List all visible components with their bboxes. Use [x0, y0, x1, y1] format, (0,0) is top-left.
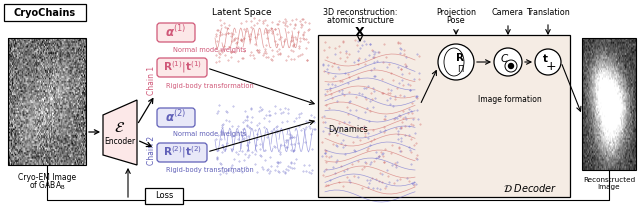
Circle shape	[509, 64, 513, 69]
Text: Dynamics: Dynamics	[328, 126, 368, 134]
Text: 3D reconstruction:: 3D reconstruction:	[323, 8, 397, 17]
Text: $\mathcal{D}$ Decoder: $\mathcal{D}$ Decoder	[503, 182, 557, 194]
Text: $+$: $+$	[545, 61, 557, 73]
Text: Chain 1: Chain 1	[147, 65, 157, 95]
Text: $\mathcal{E}$: $\mathcal{E}$	[115, 120, 125, 135]
Bar	[318, 35, 570, 197]
Text: CryoChains: CryoChains	[14, 8, 76, 18]
Text: Latent Space: Latent Space	[212, 8, 272, 17]
Text: Encoder: Encoder	[104, 137, 136, 146]
Text: Chain 2: Chain 2	[147, 135, 157, 165]
Text: $\mathbf{t}$: $\mathbf{t}$	[541, 52, 548, 64]
Text: Camera: Camera	[492, 8, 524, 17]
Text: Image formation: Image formation	[478, 95, 542, 104]
Text: $\boldsymbol{\alpha}^{(1)}$: $\boldsymbol{\alpha}^{(1)}$	[165, 24, 187, 41]
Bar	[8, 38, 86, 165]
Circle shape	[535, 49, 561, 75]
Text: $\mathbf{R}^{(2)}|\mathbf{t}^{(2)}$: $\mathbf{R}^{(2)}|\mathbf{t}^{(2)}$	[163, 145, 202, 160]
Text: $\mathbf{X}$: $\mathbf{X}$	[355, 26, 365, 39]
Text: Projection: Projection	[436, 8, 476, 17]
Bar	[145, 188, 183, 204]
Text: Rigid-body transformation: Rigid-body transformation	[166, 167, 254, 173]
Text: Normal mode weights: Normal mode weights	[173, 131, 246, 137]
Text: Rigid-body transformation: Rigid-body transformation	[166, 83, 254, 89]
FancyBboxPatch shape	[157, 143, 207, 162]
FancyBboxPatch shape	[157, 23, 195, 42]
Text: Reconstructed: Reconstructed	[583, 177, 635, 183]
Text: Translation: Translation	[526, 8, 570, 17]
FancyBboxPatch shape	[157, 58, 207, 77]
Polygon shape	[103, 100, 137, 165]
Text: $C$: $C$	[500, 52, 509, 64]
Text: Normal mode weights: Normal mode weights	[173, 47, 246, 53]
FancyBboxPatch shape	[157, 108, 195, 127]
Text: $\Pi$: $\Pi$	[457, 62, 465, 73]
Text: $\boldsymbol{\alpha}^{(2)}$: $\boldsymbol{\alpha}^{(2)}$	[165, 110, 187, 126]
Text: Pose: Pose	[447, 16, 465, 25]
Bar	[4, 4, 86, 21]
Bar	[582, 38, 636, 170]
Text: Loss: Loss	[155, 192, 173, 200]
Text: atomic structure: atomic structure	[326, 16, 394, 25]
Circle shape	[494, 48, 522, 76]
Text: Cryo-EM Image: Cryo-EM Image	[18, 173, 76, 182]
Text: of GABA$_\mathrm{B}$: of GABA$_\mathrm{B}$	[29, 180, 65, 192]
Text: Image: Image	[598, 184, 620, 190]
Text: $\mathbf{R}^{(1)}|\mathbf{t}^{(1)}$: $\mathbf{R}^{(1)}|\mathbf{t}^{(1)}$	[163, 60, 202, 75]
Text: $\mathbf{R}$: $\mathbf{R}$	[455, 51, 465, 63]
Circle shape	[438, 44, 474, 80]
